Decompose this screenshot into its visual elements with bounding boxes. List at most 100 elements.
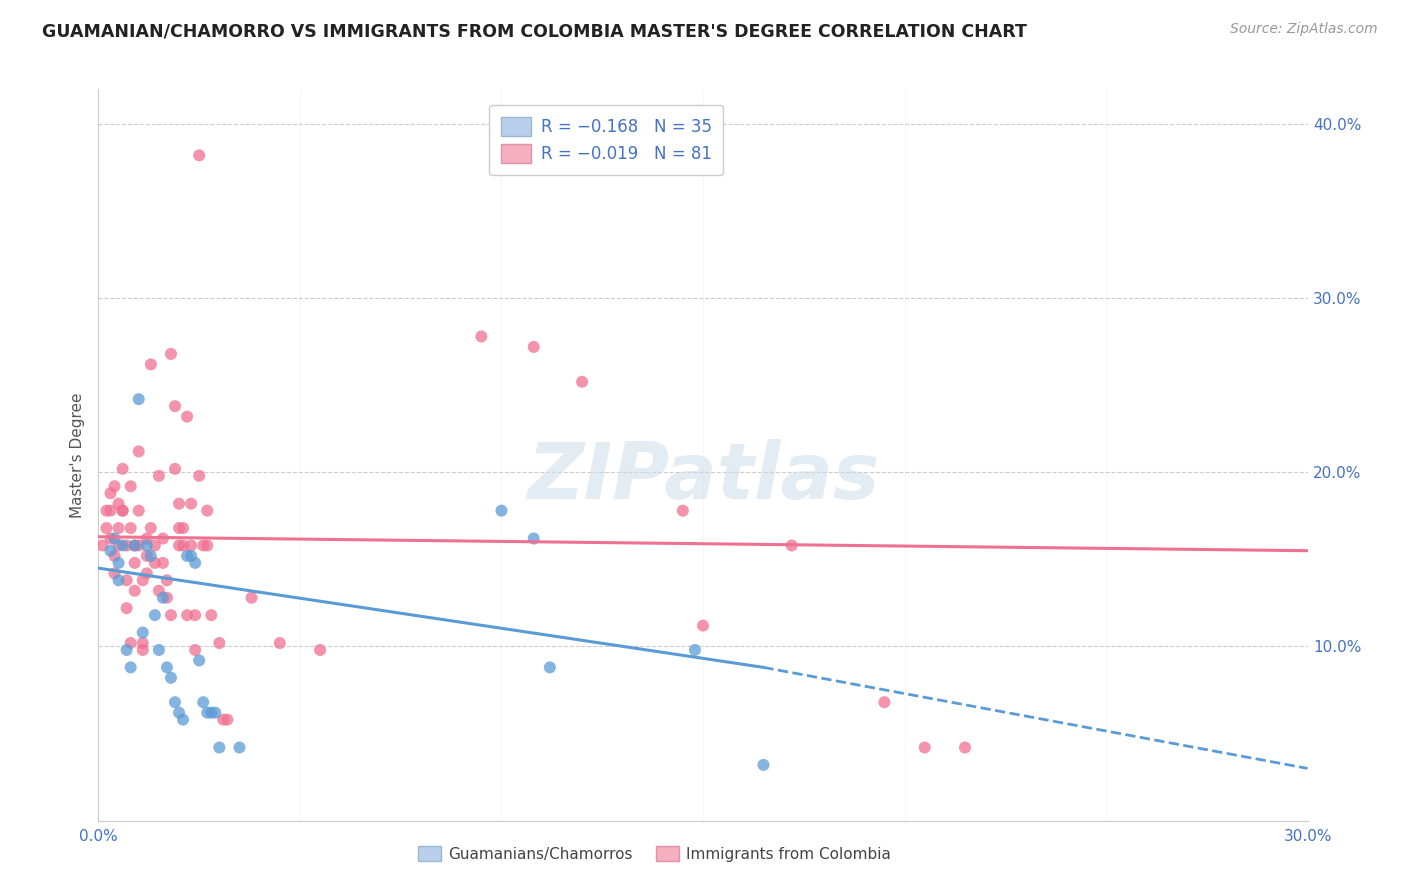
Point xyxy=(124,556,146,570)
Point xyxy=(672,503,695,517)
Point xyxy=(143,556,166,570)
Point xyxy=(160,671,183,685)
Point xyxy=(100,486,122,500)
Point xyxy=(115,539,138,553)
Point xyxy=(132,643,155,657)
Point xyxy=(148,583,170,598)
Point xyxy=(195,539,218,553)
Point xyxy=(228,740,250,755)
Point xyxy=(914,740,936,755)
Point xyxy=(107,574,129,588)
Point xyxy=(103,532,125,546)
Point xyxy=(184,643,207,657)
Point xyxy=(167,706,190,720)
Point xyxy=(692,618,714,632)
Point xyxy=(180,497,202,511)
Point xyxy=(176,549,198,563)
Point xyxy=(100,543,122,558)
Y-axis label: Master's Degree: Master's Degree xyxy=(69,392,84,517)
Point xyxy=(132,636,155,650)
Point xyxy=(188,468,211,483)
Point xyxy=(128,503,150,517)
Point xyxy=(156,574,179,588)
Point xyxy=(148,468,170,483)
Point xyxy=(571,375,593,389)
Point xyxy=(115,574,138,588)
Point xyxy=(184,556,207,570)
Point xyxy=(167,539,190,553)
Point xyxy=(107,497,129,511)
Point xyxy=(152,591,174,605)
Point xyxy=(200,608,222,623)
Point xyxy=(100,532,122,546)
Point xyxy=(139,357,162,371)
Point xyxy=(217,713,239,727)
Point xyxy=(176,409,198,424)
Point xyxy=(188,148,211,162)
Point xyxy=(132,625,155,640)
Point xyxy=(195,503,218,517)
Point xyxy=(180,539,202,553)
Point xyxy=(115,601,138,615)
Point xyxy=(780,539,803,553)
Point xyxy=(107,539,129,553)
Point xyxy=(953,740,976,755)
Point xyxy=(873,695,896,709)
Point xyxy=(135,532,157,546)
Point xyxy=(208,636,231,650)
Point xyxy=(523,532,546,546)
Point xyxy=(143,608,166,623)
Point xyxy=(135,549,157,563)
Point xyxy=(124,539,146,553)
Point xyxy=(132,574,155,588)
Point xyxy=(184,608,207,623)
Point xyxy=(139,521,162,535)
Point xyxy=(167,497,190,511)
Point xyxy=(491,503,513,517)
Point xyxy=(152,556,174,570)
Point xyxy=(195,706,218,720)
Point xyxy=(115,643,138,657)
Point xyxy=(163,695,186,709)
Point xyxy=(124,539,146,553)
Point xyxy=(139,549,162,563)
Point xyxy=(120,636,142,650)
Point xyxy=(470,329,492,343)
Point xyxy=(135,539,157,553)
Point xyxy=(193,539,215,553)
Point xyxy=(212,713,235,727)
Point xyxy=(167,521,190,535)
Point xyxy=(188,653,211,667)
Text: ZIPatlas: ZIPatlas xyxy=(527,439,879,515)
Point xyxy=(752,758,775,772)
Point xyxy=(111,503,134,517)
Point xyxy=(163,399,186,413)
Point xyxy=(111,462,134,476)
Point xyxy=(172,713,194,727)
Point xyxy=(120,521,142,535)
Text: GUAMANIAN/CHAMORRO VS IMMIGRANTS FROM COLOMBIA MASTER'S DEGREE CORRELATION CHART: GUAMANIAN/CHAMORRO VS IMMIGRANTS FROM CO… xyxy=(42,22,1026,40)
Point xyxy=(152,532,174,546)
Point xyxy=(107,521,129,535)
Point xyxy=(120,479,142,493)
Point xyxy=(135,566,157,581)
Point xyxy=(148,643,170,657)
Legend: Guamanians/Chamorros, Immigrants from Colombia: Guamanians/Chamorros, Immigrants from Co… xyxy=(412,839,897,868)
Point xyxy=(523,340,546,354)
Point xyxy=(111,539,134,553)
Point xyxy=(128,539,150,553)
Point xyxy=(176,608,198,623)
Point xyxy=(204,706,226,720)
Point xyxy=(120,660,142,674)
Point xyxy=(124,583,146,598)
Point xyxy=(107,556,129,570)
Point xyxy=(103,566,125,581)
Point xyxy=(100,503,122,517)
Point xyxy=(96,503,118,517)
Text: Source: ZipAtlas.com: Source: ZipAtlas.com xyxy=(1230,22,1378,37)
Point xyxy=(96,521,118,535)
Point xyxy=(309,643,332,657)
Point xyxy=(156,591,179,605)
Point xyxy=(160,608,183,623)
Point xyxy=(128,444,150,458)
